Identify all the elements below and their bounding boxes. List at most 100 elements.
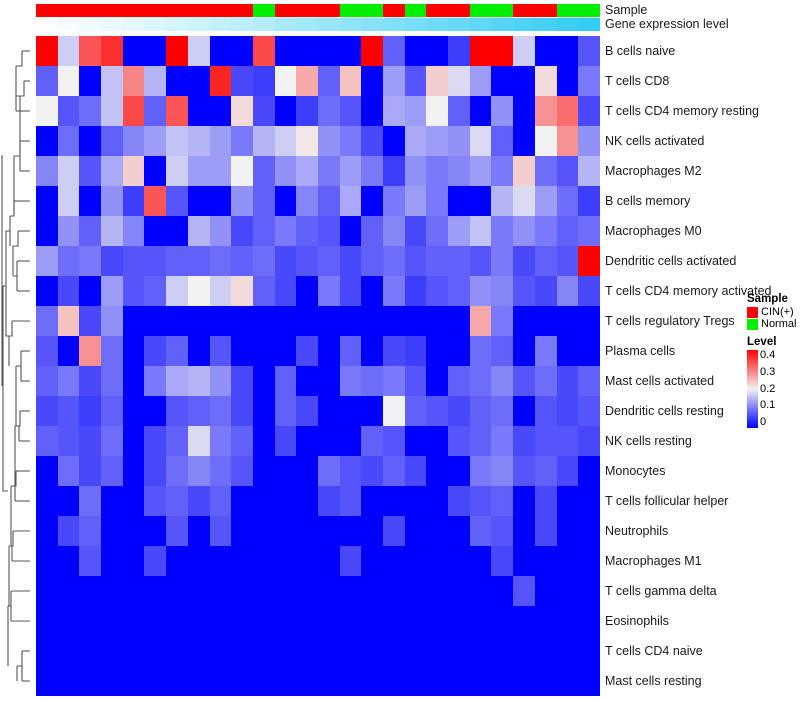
heatmap-cell — [513, 426, 535, 456]
heatmap-cell — [57, 396, 80, 426]
gene-expression-level-cell — [513, 18, 535, 31]
heatmap-cell — [361, 156, 383, 186]
heatmap-cell — [491, 246, 514, 276]
heatmap-cell — [209, 366, 232, 396]
heatmap-cell — [556, 546, 579, 576]
heatmap-cell — [404, 126, 427, 156]
heatmap-cell — [383, 576, 405, 606]
heatmap-cell — [578, 576, 600, 606]
heatmap-row — [36, 246, 600, 276]
heatmap-cell — [426, 186, 449, 216]
sample-annotation-cell — [469, 4, 492, 17]
heatmap-cell — [79, 516, 102, 546]
sample-annotation-cell — [426, 4, 449, 17]
heatmap-cell — [274, 576, 297, 606]
heatmap-cell — [404, 516, 427, 546]
heatmap-cell — [448, 186, 470, 216]
heatmap-cell — [556, 336, 579, 366]
heatmap-cell — [166, 636, 188, 666]
heatmap-cell — [469, 396, 492, 426]
heatmap-cell — [426, 636, 449, 666]
heatmap-row — [36, 486, 600, 516]
heatmap-cell — [144, 516, 167, 546]
heatmap-cell — [144, 606, 167, 636]
heatmap-cell — [426, 336, 449, 366]
heatmap-cell — [144, 66, 167, 96]
heatmap-cell — [383, 216, 405, 246]
heatmap-cell — [578, 546, 600, 576]
heatmap-cell — [231, 546, 253, 576]
heatmap-cell — [274, 426, 297, 456]
heatmap-cell — [339, 366, 362, 396]
heatmap-cell — [296, 96, 318, 126]
heatmap-cell — [534, 366, 557, 396]
heatmap-cell — [252, 306, 275, 336]
heatmap-cell — [57, 276, 80, 306]
heatmap-cell — [166, 486, 188, 516]
heatmap-cell — [36, 486, 58, 516]
heatmap-cell — [426, 426, 449, 456]
heatmap-cell — [57, 606, 80, 636]
heatmap-cell — [187, 576, 210, 606]
heatmap-cell — [361, 606, 383, 636]
heatmap-cell — [426, 666, 449, 696]
heatmap-cell — [252, 666, 275, 696]
sample-annotation-cell — [448, 4, 470, 17]
sample-annotation-cell — [274, 4, 297, 17]
heatmap-cell — [339, 516, 362, 546]
heatmap-cell — [383, 126, 405, 156]
heatmap-cell — [36, 456, 58, 486]
heatmap-cell — [57, 186, 80, 216]
heatmap-cell — [404, 186, 427, 216]
heatmap-cell — [426, 486, 449, 516]
heatmap-cell — [513, 546, 535, 576]
gene-expression-level-annotation-label: Gene expression level — [605, 17, 729, 31]
heatmap-cell — [513, 486, 535, 516]
row-label: Macrophages M2 — [605, 164, 702, 178]
heatmap-cell — [209, 306, 232, 336]
heatmap-cell — [491, 426, 514, 456]
heatmap-cell — [383, 366, 405, 396]
heatmap-cell — [404, 156, 427, 186]
heatmap-cell — [383, 66, 405, 96]
heatmap-cell — [101, 636, 123, 666]
heatmap-cell — [513, 606, 535, 636]
heatmap-cell — [101, 396, 123, 426]
level-tick-label: 0.3 — [760, 366, 776, 378]
heatmap-cell — [404, 366, 427, 396]
heatmap-cell — [578, 516, 600, 546]
heatmap-cell — [209, 126, 232, 156]
heatmap-cell — [144, 396, 167, 426]
heatmap-cell — [339, 156, 362, 186]
heatmap-cell — [339, 486, 362, 516]
heatmap-cell — [101, 576, 123, 606]
sample-annotation-cell — [513, 4, 535, 17]
heatmap-cell — [79, 606, 102, 636]
heatmap-cell — [491, 456, 514, 486]
heatmap-cell — [513, 216, 535, 246]
heatmap-cell — [578, 216, 600, 246]
heatmap-cell — [404, 456, 427, 486]
heatmap-cell — [361, 36, 383, 66]
heatmap-cell — [491, 546, 514, 576]
heatmap-cell — [57, 336, 80, 366]
heatmap-cell — [252, 396, 275, 426]
heatmap-cell — [36, 276, 58, 306]
heatmap-cell — [144, 456, 167, 486]
heatmap-cell — [79, 666, 102, 696]
heatmap-cell — [426, 96, 449, 126]
heatmap-cell — [57, 216, 80, 246]
row-label: T cells regulatory Tregs — [605, 314, 735, 328]
heatmap-row — [36, 276, 600, 306]
heatmap-cell — [187, 336, 210, 366]
heatmap-cell — [166, 606, 188, 636]
heatmap-cell — [317, 96, 340, 126]
level-tick-label: 0.2 — [760, 383, 776, 395]
heatmap-cell — [209, 96, 232, 126]
heatmap-row — [36, 336, 600, 366]
heatmap-cell — [57, 576, 80, 606]
heatmap-cell — [101, 366, 123, 396]
row-label: NK cells activated — [605, 134, 705, 148]
sample-annotation-cell — [361, 4, 383, 17]
heatmap-row — [36, 396, 600, 426]
